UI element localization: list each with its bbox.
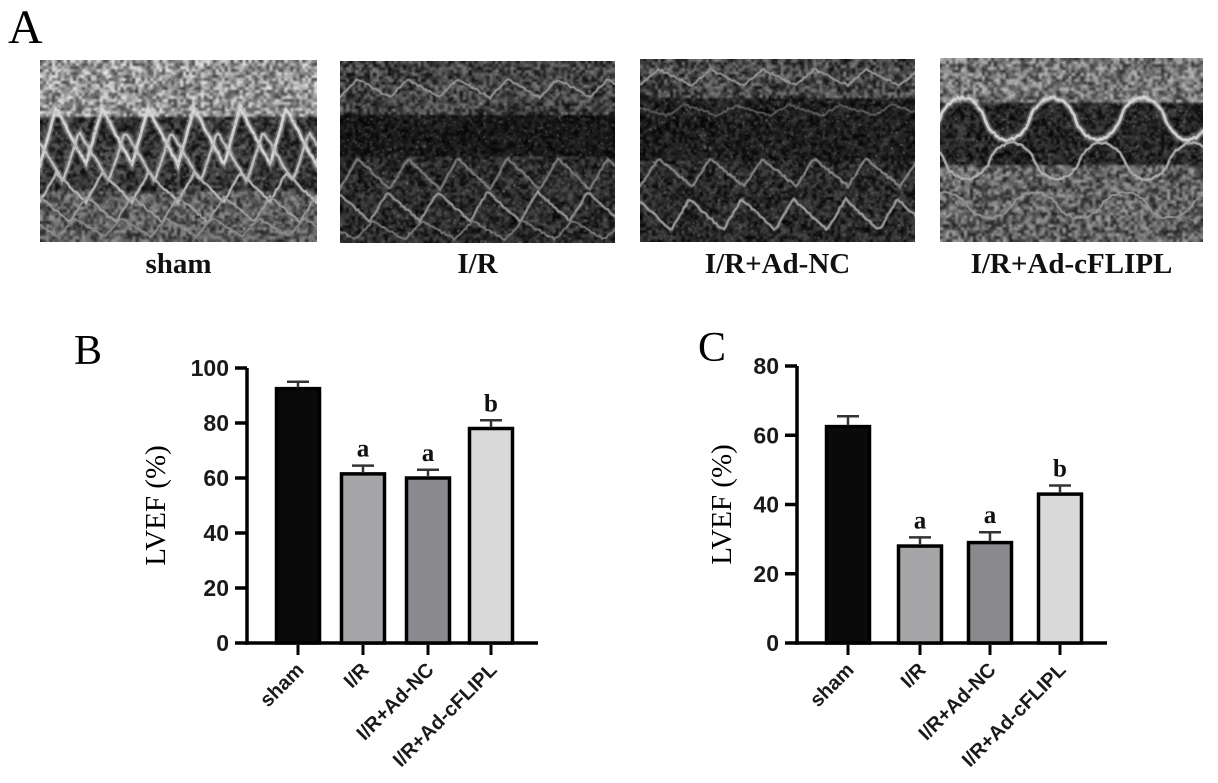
y-tick-label: 100 [191, 355, 229, 381]
bar-I/R+Ad-NC [966, 540, 1014, 645]
y-tick-label: 60 [203, 465, 229, 491]
y-axis-title: LVEF (%) [706, 444, 738, 565]
panel-a-letter: A [8, 1, 43, 54]
significance-letter: a [984, 502, 997, 529]
panel-b-letter: B [74, 328, 103, 374]
panel-c-letter: C [698, 325, 727, 371]
echo-caption-ad-nc: I/R+Ad-NC [704, 248, 851, 280]
echo-panel-sham [40, 60, 317, 242]
echocardiogram-image-ir [340, 61, 615, 243]
echocardiogram-image-ad-cflipl [940, 58, 1203, 242]
bar-I/R [339, 472, 387, 645]
echocardiogram-image-sham [40, 60, 317, 242]
significance-letter: b [1053, 455, 1067, 482]
y-axis-title: LVEF (%) [140, 445, 172, 566]
echocardiogram-image-ad-nc [640, 59, 915, 242]
y-tick-label: 20 [203, 575, 229, 601]
y-tick-label: 0 [216, 630, 229, 656]
bar-I/R+Ad-NC [404, 476, 452, 645]
significance-letter: b [484, 390, 498, 417]
echo-panel-ir [340, 61, 615, 243]
bar-I/R+Ad-cFLIPL [1036, 492, 1084, 645]
significance-letter: a [914, 507, 927, 534]
category-label: I/R [897, 659, 931, 693]
significance-letter: a [357, 436, 370, 463]
echo-panel-ad-nc [640, 59, 915, 242]
category-label: I/R [340, 659, 374, 693]
bar-I/R+Ad-cFLIPL [467, 426, 515, 645]
y-tick-label: 0 [766, 630, 779, 656]
echo-caption-ad-cflipl: I/R+Ad-cFLIPL [970, 248, 1173, 280]
y-tick-label: 80 [203, 410, 229, 436]
bar-I/R [896, 544, 944, 645]
category-label: sham [806, 659, 859, 712]
y-tick-label: 40 [753, 492, 779, 518]
echo-panel-ad-cflipl [940, 58, 1203, 242]
category-label: sham [256, 659, 309, 712]
significance-letter: a [422, 440, 435, 467]
bar-sham [274, 386, 322, 645]
echo-caption-ir: I/R [457, 248, 498, 280]
y-tick-label: 20 [753, 561, 779, 587]
y-tick-label: 40 [203, 520, 229, 546]
y-tick-label: 60 [753, 422, 779, 448]
bar-sham [824, 424, 872, 645]
y-tick-label: 80 [753, 353, 779, 379]
echo-caption-sham: sham [145, 248, 212, 280]
